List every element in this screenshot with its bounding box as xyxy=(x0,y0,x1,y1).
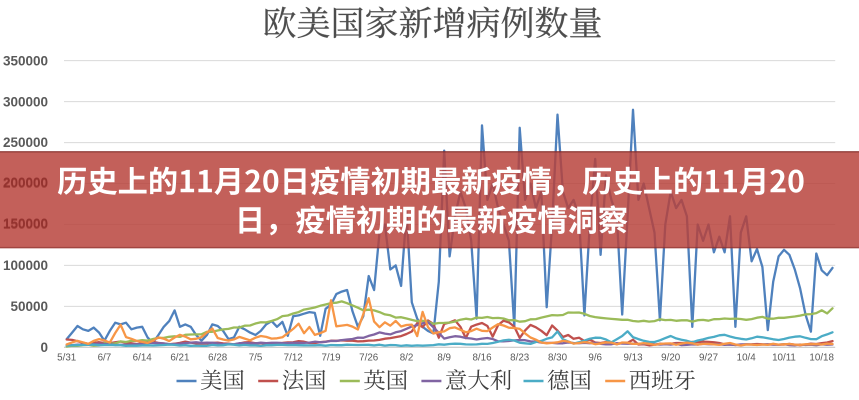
svg-text:0: 0 xyxy=(40,340,48,355)
svg-text:150000: 150000 xyxy=(3,216,48,231)
svg-text:300000: 300000 xyxy=(3,94,48,109)
svg-text:350000: 350000 xyxy=(3,53,48,68)
svg-text:9/13: 9/13 xyxy=(623,352,643,363)
svg-text:6/28: 6/28 xyxy=(208,352,228,363)
svg-text:7/12: 7/12 xyxy=(284,352,303,363)
svg-text:6/7: 6/7 xyxy=(98,352,112,363)
svg-text:10/11: 10/11 xyxy=(772,352,796,363)
svg-text:100000: 100000 xyxy=(3,258,48,273)
svg-text:8/16: 8/16 xyxy=(472,352,492,363)
svg-text:8/23: 8/23 xyxy=(510,352,530,363)
svg-text:200000: 200000 xyxy=(3,175,48,190)
svg-text:10/4: 10/4 xyxy=(737,352,757,363)
svg-text:9/27: 9/27 xyxy=(699,352,718,363)
svg-text:50000: 50000 xyxy=(10,299,48,314)
svg-text:8/2: 8/2 xyxy=(400,352,414,363)
svg-text:7/19: 7/19 xyxy=(321,352,340,363)
svg-text:10/18: 10/18 xyxy=(809,352,834,363)
svg-text:9/6: 9/6 xyxy=(588,352,602,363)
svg-text:7/26: 7/26 xyxy=(359,352,379,363)
svg-text:5/31: 5/31 xyxy=(57,352,76,363)
svg-text:250000: 250000 xyxy=(3,135,48,150)
svg-text:8/30: 8/30 xyxy=(548,352,568,363)
svg-text:6/21: 6/21 xyxy=(170,352,189,363)
svg-text:7/5: 7/5 xyxy=(249,352,263,363)
svg-text:9/20: 9/20 xyxy=(661,352,681,363)
svg-text:6/14: 6/14 xyxy=(133,352,153,363)
svg-text:8/9: 8/9 xyxy=(437,352,451,363)
